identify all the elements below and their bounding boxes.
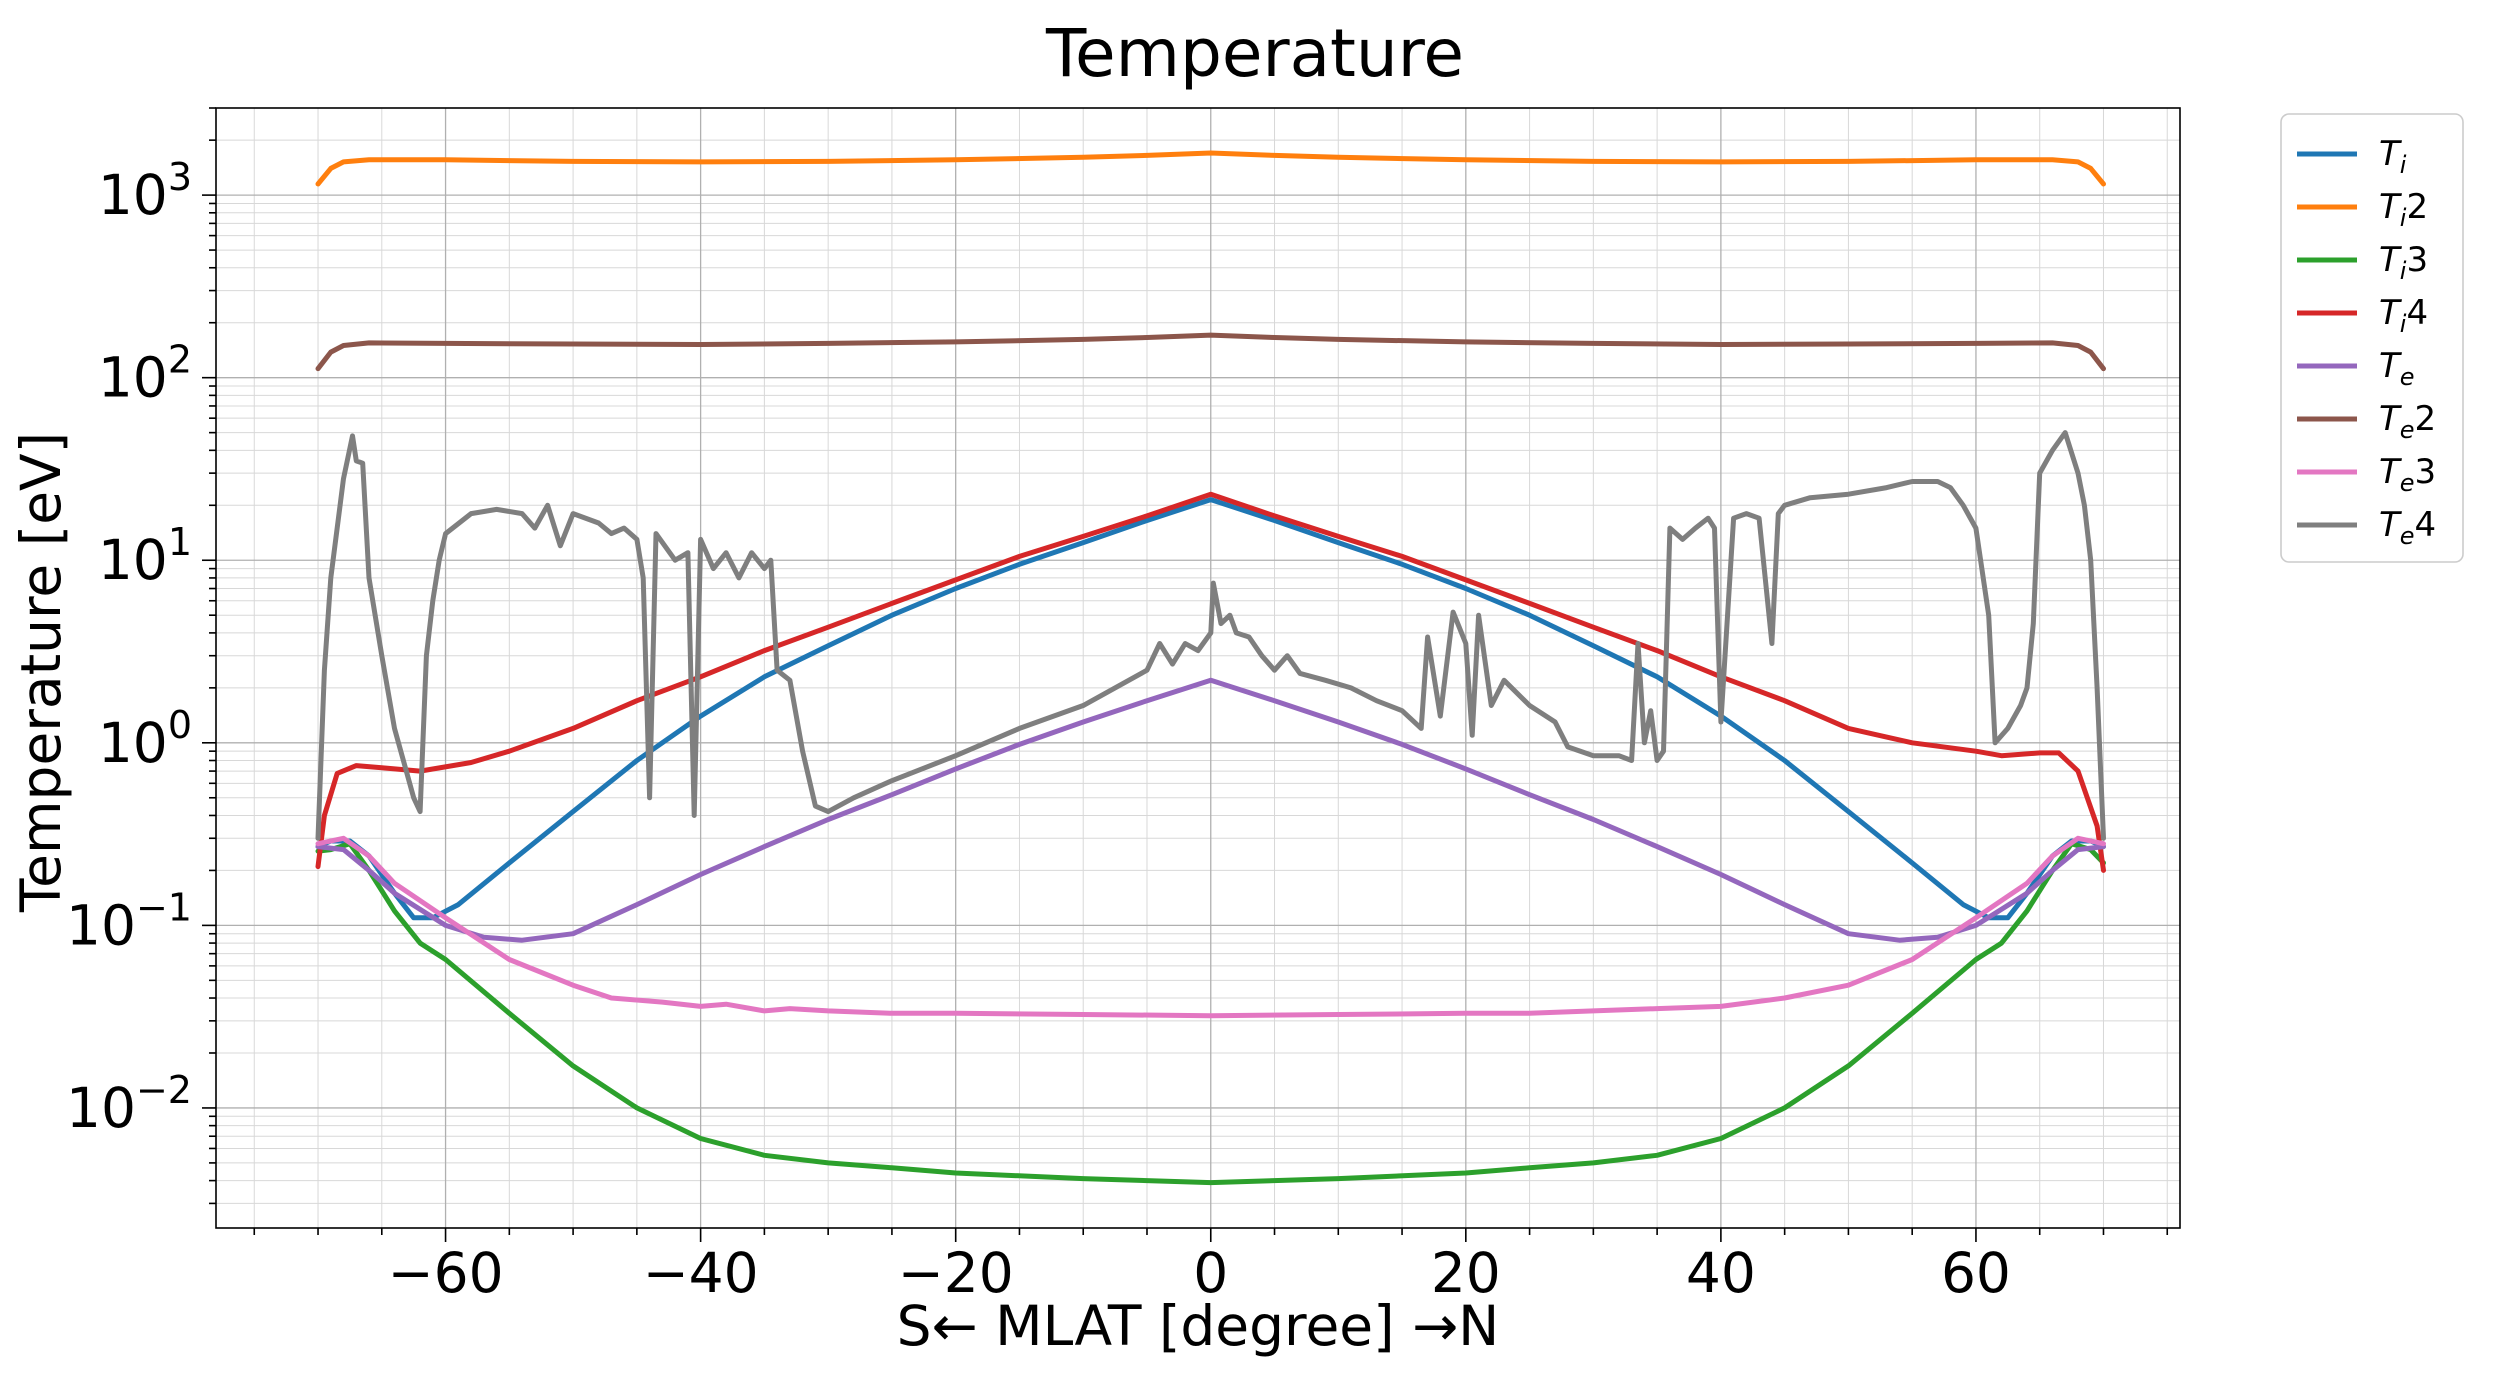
x-tick-label: −60 bbox=[388, 1241, 504, 1305]
legend-label: Te4 bbox=[2379, 505, 2436, 550]
y-tick-label: 100 bbox=[98, 703, 192, 775]
legend-label: Ti bbox=[2379, 134, 2407, 179]
series-line-t-e3 bbox=[315, 835, 2106, 1019]
y-tick-label: 102 bbox=[98, 338, 192, 410]
x-tick-label: 40 bbox=[1686, 1241, 1756, 1305]
legend-label: Te3 bbox=[2379, 452, 2436, 497]
series-line-t-i2 bbox=[315, 150, 2106, 187]
chart-title: Temperature bbox=[1045, 15, 1464, 92]
y-tick-label: 103 bbox=[98, 155, 192, 227]
series-line-t-i3 bbox=[315, 841, 2106, 1186]
y-tick-label: 10−1 bbox=[66, 885, 192, 957]
x-tick-label: 60 bbox=[1941, 1241, 2011, 1305]
legend-label: Ti4 bbox=[2379, 293, 2428, 338]
x-tick-label: −20 bbox=[898, 1241, 1014, 1305]
y-tick-label: 101 bbox=[98, 520, 192, 592]
legend: Ti Ti2 Ti3 Ti4 Te Te2 Te3 Te4 bbox=[2280, 113, 2464, 563]
plot-frame bbox=[215, 107, 2181, 1229]
legend-label: Te bbox=[2379, 346, 2415, 391]
grid bbox=[216, 107, 2180, 1228]
series-line-t-e2 bbox=[315, 332, 2106, 372]
legend-label: Ti2 bbox=[2379, 187, 2428, 232]
y-axis-label: Temperature [eV] bbox=[9, 432, 73, 913]
x-tick-label: −40 bbox=[643, 1241, 759, 1305]
legend-box bbox=[2280, 113, 2464, 563]
series-line-t-e bbox=[315, 677, 2106, 943]
legend-label: Ti3 bbox=[2379, 240, 2428, 285]
axes: −60 −40 −20 0 20 40 60 10−2 10−1 100 101 102 103 bbox=[66, 107, 2181, 1305]
plot-area bbox=[216, 108, 2180, 1228]
y-tick-label: 10−2 bbox=[66, 1068, 192, 1140]
x-axis-label: S← MLAT [degree] →N bbox=[897, 1294, 1500, 1358]
legend-label: Te2 bbox=[2379, 399, 2436, 444]
series-line-t-e4 bbox=[315, 430, 2106, 841]
x-tick-label: 0 bbox=[1193, 1241, 1228, 1305]
x-tick-label: 20 bbox=[1431, 1241, 1501, 1305]
series-lines bbox=[315, 150, 2106, 1186]
series-line-t-i4 bbox=[315, 491, 2106, 873]
